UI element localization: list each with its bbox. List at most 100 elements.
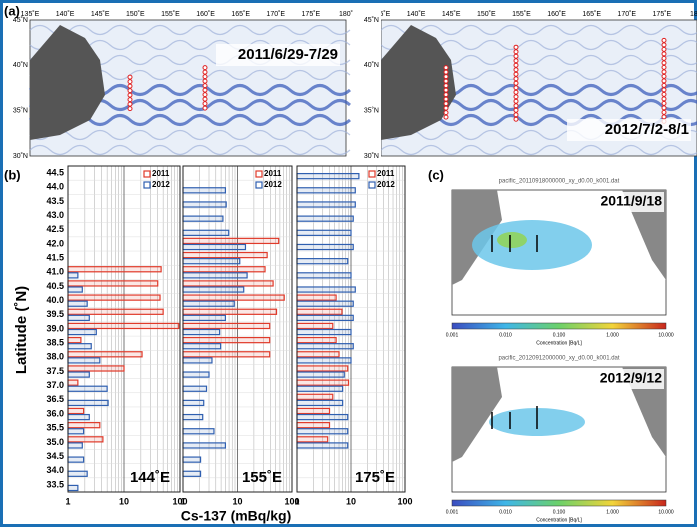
station (514, 59, 518, 63)
bar (297, 188, 355, 193)
bar (68, 386, 107, 391)
station (514, 45, 518, 49)
colorbar-tick: 0.010 (499, 332, 512, 338)
station (662, 74, 666, 78)
lon-label: 155˚E (161, 10, 180, 18)
bar (68, 443, 82, 448)
lon-label: 150˚E (477, 10, 496, 18)
station (662, 47, 666, 51)
lon-label: 180˚ (339, 10, 353, 18)
bar (297, 315, 353, 320)
bar (68, 380, 78, 385)
bar (183, 315, 225, 320)
legend-label: 2012 (377, 180, 395, 189)
bar (68, 471, 87, 476)
station (444, 93, 448, 97)
bar (183, 309, 277, 314)
legend-swatch (369, 171, 375, 177)
y-tick-label: 39.5 (46, 309, 64, 319)
station (203, 106, 207, 110)
y-tick-label: 36.5 (46, 394, 64, 404)
bar (68, 457, 84, 462)
bar (183, 358, 212, 363)
station (662, 101, 666, 105)
bar (68, 315, 89, 320)
station (514, 95, 518, 99)
bar (68, 273, 78, 278)
bar (297, 423, 330, 428)
y-tick-label: 35.5 (46, 423, 64, 433)
lon-label: 145˚E (91, 10, 110, 18)
y-tick-label: 34.0 (46, 465, 64, 475)
bar (68, 429, 84, 434)
station (662, 43, 666, 47)
lon-label: 170˚E (266, 10, 285, 18)
x-tick-label: 1 (180, 496, 185, 506)
station (514, 99, 518, 103)
station (514, 104, 518, 108)
bar (183, 338, 270, 343)
lat-label: 30˚N (13, 152, 28, 160)
colorbar (452, 323, 666, 329)
bar (183, 295, 284, 300)
station (444, 88, 448, 92)
bar (183, 330, 220, 335)
bar (183, 244, 245, 249)
bar (297, 259, 348, 264)
bar (68, 358, 100, 363)
bar (297, 372, 344, 377)
plume (472, 220, 592, 270)
station (444, 97, 448, 101)
y-tick-label: 40.5 (46, 281, 64, 291)
legend-swatch (256, 171, 262, 177)
station (128, 75, 132, 79)
bar (68, 408, 84, 413)
station (514, 117, 518, 121)
station (662, 61, 666, 65)
lon-label: 145˚E (442, 10, 461, 18)
y-tick-label: 43.5 (46, 196, 64, 206)
station (203, 66, 207, 70)
station (203, 93, 207, 97)
plume-core (497, 232, 527, 248)
lat-label: 45˚N (364, 16, 379, 24)
legend-label: 2012 (264, 180, 282, 189)
bar (68, 344, 91, 349)
station (662, 83, 666, 87)
bar (297, 273, 351, 278)
station (514, 108, 518, 112)
bar (297, 202, 355, 207)
map-date: 2011/6/29-7/29 (238, 46, 338, 63)
bar (183, 386, 207, 391)
colorbar-tick: 1.000 (606, 509, 619, 515)
bar (297, 408, 330, 413)
y-tick-label: 44.0 (46, 182, 64, 192)
lon-label: 140˚E (56, 10, 75, 18)
bar (183, 301, 234, 306)
x-axis-label: Cs-137 (mBq/kg) (181, 508, 291, 524)
station (514, 63, 518, 67)
y-tick-label: 41.5 (46, 253, 64, 263)
y-tick-label: 37.5 (46, 366, 64, 376)
y-tick-label: 41.0 (46, 267, 64, 277)
colorbar-tick: 0.100 (553, 509, 566, 515)
bar (68, 415, 89, 420)
station (203, 88, 207, 92)
lon-label: 170˚E (617, 10, 636, 18)
colorbar-label: Concentration [Bq/L] (536, 340, 582, 346)
station (444, 106, 448, 110)
lon-label: 180˚ (690, 10, 697, 18)
bar (68, 323, 179, 328)
lon-label: 175˚E (653, 10, 672, 18)
station (514, 81, 518, 85)
bar (183, 372, 209, 377)
lat-label: 30˚N (364, 152, 379, 160)
y-tick-label: 40.0 (46, 295, 64, 305)
x-tick-label: 1 (65, 496, 70, 506)
bar (68, 423, 100, 428)
bar (183, 344, 221, 349)
station (444, 75, 448, 79)
legend-label: 2011 (264, 169, 282, 178)
colorbar-label: Concentration [Bq/L] (536, 517, 582, 523)
y-tick-label: 34.5 (46, 451, 64, 461)
